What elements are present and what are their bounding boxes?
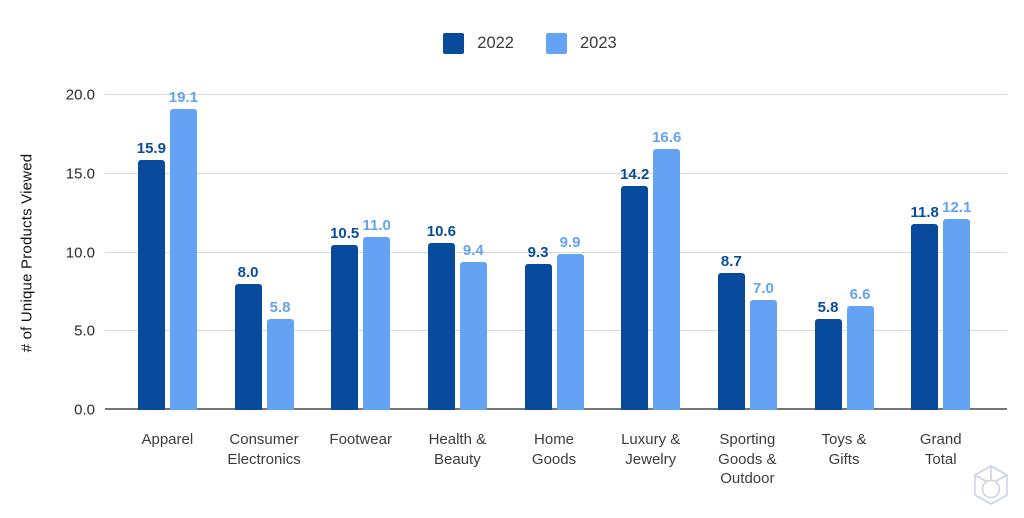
bar-2023 (749, 299, 777, 410)
bar-value-label: 5.8 (269, 298, 291, 316)
bar-wrap: 8.7 (717, 253, 745, 410)
bar-2022 (427, 243, 455, 410)
bar-wrap: 8.0 (234, 264, 262, 410)
bar-value-label: 7.0 (752, 279, 774, 297)
bar-2023 (846, 306, 874, 410)
bar-2023 (459, 261, 487, 410)
bar-2022 (234, 284, 262, 410)
bar-2023 (169, 109, 197, 410)
x-category-label: Luxury & Jewelry (621, 431, 681, 468)
x-category-label: Apparel (141, 431, 194, 448)
y-tick-label: 20.0 (65, 86, 95, 104)
bar-group: 10.5 11.0 (312, 95, 409, 410)
bar-wrap: 5.8 (266, 299, 294, 410)
bar-value-label: 19.1 (168, 89, 198, 107)
bar-value-label: 6.6 (849, 286, 871, 304)
bar-value-label: 14.2 (620, 166, 650, 184)
bar-wrap: 10.6 (427, 223, 456, 410)
gridline (105, 172, 1007, 174)
x-category-label: Health & Beauty (428, 431, 487, 468)
bars-row: 15.9 19.1 8.0 5.8 10.5 11.0 10.6 9.4 9.3 9.9 14.2 1… (119, 89, 989, 410)
bar-value-label: 11.8 (910, 204, 939, 222)
bar-2022 (717, 272, 745, 410)
bar-value-label: 11.0 (362, 216, 391, 234)
x-axis-line (105, 408, 1007, 410)
bar-2022 (814, 318, 842, 410)
y-tick-label: 15.0 (65, 165, 95, 183)
x-category-label: Grand Total (919, 431, 962, 468)
y-tick-label: 0.0 (74, 401, 95, 419)
x-category-label: Consumer Electronics (227, 431, 301, 468)
legend-label-2022: 2022 (477, 34, 514, 52)
gridline (105, 94, 1007, 95)
bar-wrap: 11.0 (362, 217, 391, 410)
bar-value-label: 15.9 (136, 139, 166, 157)
legend-swatch-2022 (443, 33, 465, 54)
bar-2022 (621, 186, 649, 410)
bar-wrap: 11.8 (911, 204, 939, 410)
cube-watermark-icon[interactable] (971, 463, 1011, 507)
gridline (105, 251, 1007, 253)
bar-group: 8.7 7.0 (699, 95, 796, 410)
bar-group: 9.3 9.9 (506, 95, 603, 410)
bar-value-label: 9.4 (462, 241, 484, 259)
bar-group: 11.8 12.1 (892, 95, 989, 410)
bar-wrap: 14.2 (620, 166, 649, 410)
bar-wrap: 15.9 (137, 140, 166, 410)
bar-value-label: 16.6 (652, 128, 682, 146)
bar-wrap: 5.8 (814, 299, 842, 410)
x-category-label: Sporting Goods & Outdoor (718, 431, 777, 487)
bar-2022 (137, 159, 165, 410)
bar-2023 (943, 219, 971, 410)
bar-group: 5.8 6.6 (796, 95, 893, 410)
y-tick-label: 10.0 (65, 244, 95, 261)
bar-wrap: 9.9 (556, 234, 584, 410)
bar-value-label: 9.3 (527, 243, 549, 261)
x-axis-labels: Apparel Consumer Electronics Footwear Healt… (119, 430, 989, 489)
legend-label-2023: 2023 (580, 34, 617, 52)
legend-item-2022: 2022 (443, 33, 514, 54)
bar-wrap: 6.6 (846, 286, 874, 410)
bar-2023 (363, 236, 391, 410)
gridline (105, 330, 1007, 332)
bar-value-label: 12.1 (942, 199, 972, 217)
bar-value-label: 10.5 (330, 224, 360, 242)
bar-group: 14.2 16.6 (602, 95, 699, 410)
bar-2022 (524, 263, 552, 410)
bar-wrap: 19.1 (169, 89, 198, 410)
bar-2022 (331, 244, 359, 410)
x-category-label: Home Goods (531, 431, 577, 468)
y-axis-title: # of Unique Products Viewed (18, 153, 36, 353)
bar-value-label: 5.8 (817, 298, 839, 316)
bar-value-label: 10.6 (426, 223, 456, 241)
bar-wrap: 7.0 (749, 280, 777, 410)
bar-value-label: 8.0 (237, 264, 259, 281)
bar-wrap: 16.6 (652, 129, 681, 410)
bar-value-label: 8.7 (720, 252, 742, 270)
plot-area: 15.9 19.1 8.0 5.8 10.5 11.0 10.6 9.4 9.3 9.9 14.2 1… (66, 87, 1007, 419)
bar-group: 15.9 19.1 (119, 89, 216, 410)
legend: 2022 2023 (18, 33, 1024, 54)
bar-value-label: 9.9 (559, 234, 581, 252)
bar-wrap: 9.3 (524, 244, 552, 410)
x-category-label: Toys & Gifts (821, 431, 867, 468)
legend-item-2023: 2023 (546, 33, 617, 54)
bar-wrap: 12.1 (942, 199, 971, 410)
y-tick-label: 5.0 (74, 322, 95, 340)
x-category-label: Footwear (329, 431, 392, 448)
legend-swatch-2023 (546, 33, 567, 54)
bar-wrap: 10.5 (330, 225, 359, 410)
bar-2023 (266, 318, 294, 410)
bar-2023 (556, 254, 584, 410)
bar-2023 (653, 148, 681, 410)
bar-group: 10.6 9.4 (409, 95, 506, 410)
bar-2022 (911, 224, 939, 410)
bar-wrap: 9.4 (459, 242, 487, 410)
bar-group: 8.0 5.8 (216, 95, 313, 410)
